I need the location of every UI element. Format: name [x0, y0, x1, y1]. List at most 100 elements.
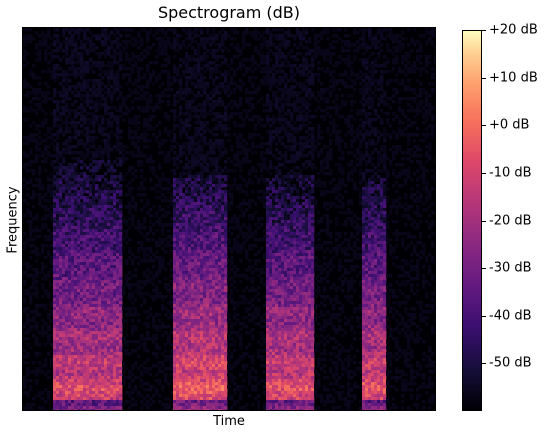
spectrogram-cell: [131, 262, 135, 266]
spectrogram-cell: [113, 58, 117, 62]
spectrogram-cell: [188, 376, 192, 380]
spectrogram-cell: [47, 244, 51, 248]
spectrogram-cell: [23, 49, 27, 53]
spectrogram-cell: [173, 331, 177, 335]
spectrogram-cell: [110, 250, 114, 254]
spectrogram-cell: [86, 247, 90, 251]
spectrogram-cell: [23, 271, 27, 275]
spectrogram-cell: [164, 187, 168, 191]
spectrogram-cell: [92, 169, 96, 173]
spectrogram-cell: [44, 58, 48, 62]
spectrogram-cell: [68, 256, 72, 260]
spectrogram-cell: [107, 289, 111, 293]
spectrogram-cell: [161, 259, 165, 263]
spectrogram-cell: [65, 385, 69, 389]
spectrogram-cell: [74, 163, 78, 167]
spectrogram-cell: [95, 223, 99, 227]
spectrogram-cell: [143, 346, 147, 350]
spectrogram-cell: [149, 61, 153, 65]
spectrogram-cell: [101, 43, 105, 47]
spectrogram-cell: [140, 241, 144, 245]
spectrogram-cell: [59, 241, 63, 245]
spectrogram-cell: [74, 355, 78, 359]
spectrogram-cell: [125, 109, 129, 113]
spectrogram-cell: [104, 340, 108, 344]
spectrogram-cell: [116, 208, 120, 212]
spectrogram-cell: [86, 100, 90, 104]
spectrogram-cell: [89, 244, 93, 248]
spectrogram-cell: [188, 229, 192, 233]
spectrogram-cell: [155, 184, 159, 188]
spectrogram-cell: [110, 205, 114, 209]
spectrogram-cell: [164, 268, 168, 272]
spectrogram-cell: [131, 142, 135, 146]
spectrogram-cell: [89, 169, 93, 173]
spectrogram-cell: [128, 61, 132, 65]
spectrogram-cell: [176, 409, 180, 410]
spectrogram-cell: [50, 43, 54, 47]
spectrogram-cell: [92, 379, 96, 383]
spectrogram-cell: [188, 295, 192, 299]
spectrogram-cell: [128, 238, 132, 242]
spectrogram-cell: [179, 364, 183, 368]
spectrogram-cell: [101, 355, 105, 359]
spectrogram-cell: [185, 142, 189, 146]
spectrogram-cell: [101, 40, 105, 44]
spectrogram-cell: [140, 160, 144, 164]
spectrogram-cell: [173, 109, 177, 113]
spectrogram-cell: [71, 157, 75, 161]
spectrogram-cell: [71, 331, 75, 335]
spectrogram-cell: [104, 31, 108, 35]
spectrogram-cell: [53, 190, 57, 194]
spectrogram-cell: [80, 409, 84, 410]
spectrogram-cell: [32, 190, 36, 194]
spectrogram-cell: [29, 379, 33, 383]
spectrogram-cell: [104, 328, 108, 332]
spectrogram-cell: [140, 334, 144, 338]
spectrogram-cell: [125, 349, 129, 353]
spectrogram-cell: [56, 67, 60, 71]
spectrogram-cell: [65, 295, 69, 299]
spectrogram-cell: [77, 262, 81, 266]
spectrogram-cell: [149, 271, 153, 275]
spectrogram-cell: [77, 391, 81, 395]
spectrogram-cell: [41, 151, 45, 155]
spectrogram-cell: [158, 121, 162, 125]
spectrogram-cell: [167, 406, 171, 410]
spectrogram-cell: [197, 73, 201, 77]
spectrogram-cell: [182, 244, 186, 248]
spectrogram-cell: [23, 79, 27, 83]
spectrogram-cell: [188, 214, 192, 218]
spectrogram-cell: [176, 283, 180, 287]
spectrogram-cell: [134, 349, 138, 353]
spectrogram-cell: [98, 151, 102, 155]
spectrogram-cell: [134, 205, 138, 209]
spectrogram-cell: [80, 139, 84, 143]
spectrogram-cell: [158, 178, 162, 182]
spectrogram-cell: [71, 73, 75, 77]
spectrogram-cell: [185, 205, 189, 209]
spectrogram-cell: [116, 322, 120, 326]
spectrogram-cell: [107, 355, 111, 359]
spectrogram-cell: [101, 241, 105, 245]
spectrogram-cell: [182, 241, 186, 245]
spectrogram-cell: [101, 298, 105, 302]
spectrogram-cell: [173, 124, 177, 128]
spectrogram-cell: [89, 346, 93, 350]
spectrogram-cell: [113, 175, 117, 179]
spectrogram-cell: [119, 217, 123, 221]
spectrogram-cell: [59, 340, 63, 344]
spectrogram-cell: [65, 325, 69, 329]
spectrogram-cell: [143, 361, 147, 365]
spectrogram-cell: [65, 220, 69, 224]
spectrogram-cell: [161, 94, 165, 98]
spectrogram-cell: [164, 94, 168, 98]
spectrogram-cell: [113, 133, 117, 137]
spectrogram-cell: [62, 211, 66, 215]
spectrogram-cell: [134, 91, 138, 95]
spectrogram-cell: [83, 31, 87, 35]
spectrogram-cell: [203, 229, 207, 233]
spectrogram-cell: [89, 385, 93, 389]
spectrogram-cell: [92, 217, 96, 221]
spectrogram-cell: [185, 100, 189, 104]
